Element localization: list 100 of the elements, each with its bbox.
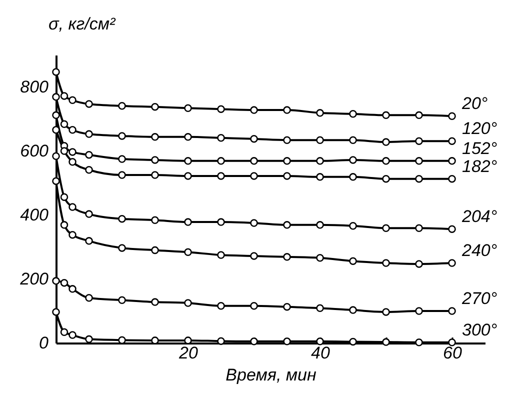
point (448, 307, 456, 315)
point (184, 104, 192, 112)
point (184, 248, 192, 256)
point (118, 132, 126, 140)
point (349, 110, 357, 118)
point (68, 126, 76, 134)
point (118, 214, 126, 223)
y-tick-label: 600 (20, 142, 50, 160)
point (382, 259, 390, 267)
point (217, 134, 225, 142)
point (68, 96, 76, 104)
point (60, 193, 68, 201)
point (118, 171, 126, 179)
series-label: 120° (462, 119, 498, 138)
point (151, 246, 159, 254)
point (415, 111, 423, 120)
point (448, 259, 456, 267)
point (382, 157, 390, 165)
point (448, 174, 456, 183)
point (184, 172, 192, 180)
series-label: 300° (462, 320, 498, 340)
point (316, 109, 324, 117)
point (60, 147, 68, 155)
point (349, 222, 357, 230)
series-label: 270° (461, 289, 498, 308)
point (448, 137, 456, 145)
point (382, 224, 390, 232)
y-tick-label: 800 (20, 78, 50, 96)
point (60, 120, 68, 128)
point (283, 221, 291, 229)
series-label: 182° (462, 156, 498, 176)
point (283, 136, 291, 144)
point (52, 308, 60, 316)
point (448, 225, 456, 233)
point (52, 68, 60, 76)
point (68, 148, 76, 156)
point (68, 331, 76, 339)
point (316, 221, 324, 229)
point (217, 251, 225, 259)
point (52, 277, 60, 285)
point (250, 252, 258, 260)
point (68, 203, 76, 211)
point (151, 156, 159, 164)
series-label: 204° (461, 207, 498, 226)
point (349, 173, 357, 181)
point (349, 136, 357, 144)
point (217, 337, 225, 345)
y-tick-label: 0 (39, 334, 50, 352)
point (118, 155, 126, 163)
point (217, 302, 225, 310)
point (448, 157, 456, 165)
point (118, 296, 126, 304)
point (60, 221, 68, 229)
point (52, 111, 60, 120)
point (68, 230, 76, 239)
point (52, 152, 60, 160)
x-tick-label: 60 (443, 344, 462, 362)
point (60, 278, 68, 287)
point (85, 166, 93, 174)
point (52, 126, 60, 134)
point (52, 177, 60, 185)
point (85, 130, 93, 138)
point (382, 174, 390, 183)
series-label: 152° (462, 138, 498, 158)
point (85, 335, 93, 344)
point (52, 93, 60, 101)
point (382, 111, 390, 120)
point (85, 294, 93, 302)
x-tick-label: 40 (311, 344, 330, 362)
point (415, 338, 423, 346)
point (283, 302, 291, 311)
point (184, 218, 192, 226)
point (60, 92, 68, 100)
point (382, 138, 390, 146)
point (60, 328, 68, 336)
point (151, 102, 159, 111)
point (250, 134, 258, 143)
point (283, 106, 291, 114)
point (283, 338, 291, 346)
point (415, 157, 423, 165)
point (415, 260, 423, 268)
point (382, 308, 390, 316)
point (250, 302, 258, 310)
point (217, 105, 225, 113)
point (68, 158, 76, 166)
point (217, 157, 225, 165)
point (151, 133, 159, 141)
point (68, 285, 76, 293)
point (85, 237, 93, 245)
point (349, 156, 357, 164)
point (415, 174, 423, 183)
y-axis-title: σ, кг/см² (48, 14, 116, 34)
point (415, 307, 423, 315)
point (118, 244, 126, 252)
point (349, 257, 357, 265)
point (217, 172, 225, 180)
point (184, 299, 192, 307)
x-tick-label: 20 (178, 344, 198, 362)
point (250, 219, 258, 227)
point (316, 338, 324, 346)
